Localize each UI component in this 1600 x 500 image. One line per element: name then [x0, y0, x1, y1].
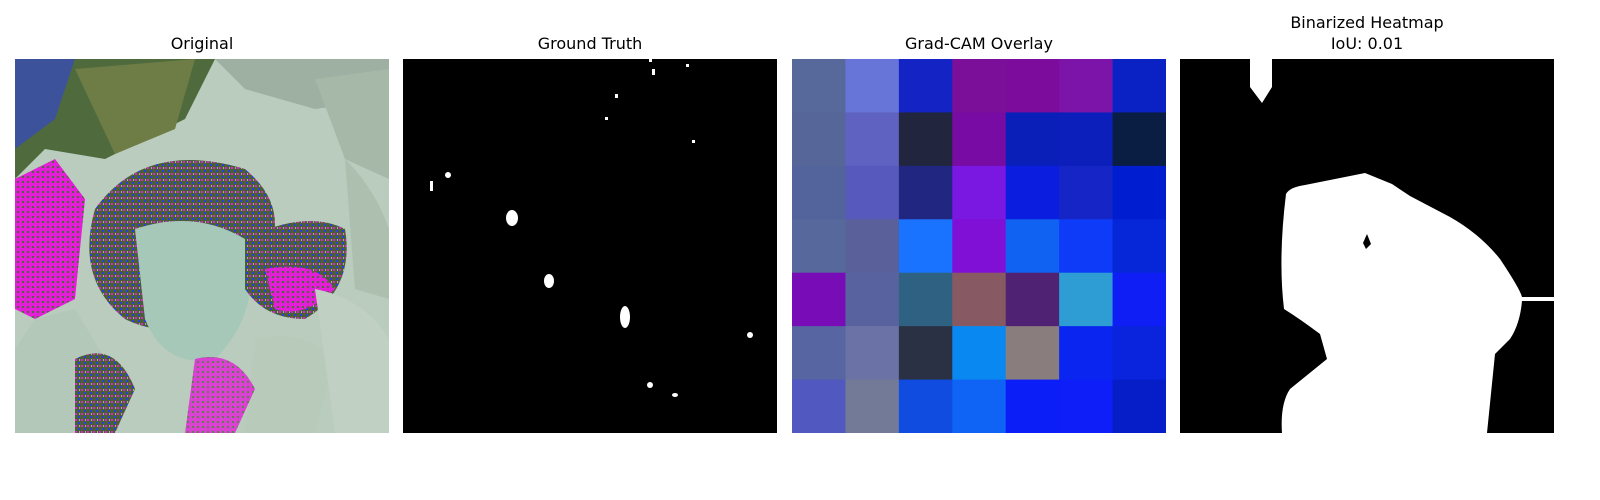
gradcam-cell — [1059, 112, 1114, 167]
gradcam-cell — [792, 165, 846, 220]
gradcam-cell — [952, 326, 1007, 381]
gradcam-cell — [1112, 272, 1166, 327]
gradcam-cell — [1005, 59, 1060, 113]
gradcam-cell — [792, 272, 846, 327]
gradcam-cell — [845, 219, 900, 274]
gradcam-cell — [1112, 326, 1166, 381]
gradcam-cell — [845, 379, 900, 433]
gradcam-cell — [952, 272, 1007, 327]
gradcam-cell — [845, 59, 900, 113]
gradcam-cell — [952, 112, 1007, 167]
gradcam-cell — [1005, 165, 1060, 220]
gradcam-cell — [1059, 379, 1114, 433]
gradcam-cell — [1112, 219, 1166, 274]
iou-subtitle: IoU: 0.01 — [1330, 34, 1404, 53]
gradcam-cell — [1112, 59, 1166, 113]
gradcam-overlay-title: Grad-CAM Overlay — [905, 34, 1053, 53]
gradcam-cell — [1059, 219, 1114, 274]
gradcam-cell — [792, 59, 846, 113]
gradcam-cell — [898, 326, 953, 381]
ground-truth-title: Ground Truth — [537, 34, 643, 53]
original-image — [15, 59, 389, 433]
gradcam-cell — [1059, 326, 1114, 381]
gradcam-cell — [1005, 112, 1060, 167]
binarized-heatmap-title: Binarized Heatmap — [1290, 13, 1444, 32]
gradcam-cell — [845, 112, 900, 167]
gradcam-cell — [792, 219, 846, 274]
gradcam-cell — [845, 272, 900, 327]
gradcam-cell — [1059, 272, 1114, 327]
gradcam-cell — [952, 165, 1007, 220]
gradcam-cell — [792, 326, 846, 381]
binarized-heatmap — [1180, 59, 1554, 433]
gradcam-cell — [898, 165, 953, 220]
gradcam-cell — [1005, 379, 1060, 433]
gradcam-cell — [1005, 219, 1060, 274]
gradcam-cell — [1112, 379, 1166, 433]
gradcam-cell — [845, 165, 900, 220]
gradcam-cell — [1059, 59, 1114, 113]
gradcam-cell — [952, 379, 1007, 433]
gradcam-cell — [952, 219, 1007, 274]
gradcam-cell — [898, 59, 953, 113]
gradcam-overlay — [792, 59, 1166, 433]
gradcam-cell — [1059, 165, 1114, 220]
gradcam-cell — [792, 112, 846, 167]
ground-truth-mask — [403, 59, 777, 433]
gradcam-cell — [898, 272, 953, 327]
gradcam-cell — [1112, 112, 1166, 167]
gradcam-cell — [952, 59, 1007, 113]
original-title: Original — [170, 34, 234, 53]
gradcam-cell — [898, 219, 953, 274]
gradcam-cell — [1005, 326, 1060, 381]
gradcam-cell — [792, 379, 846, 433]
gradcam-cell — [1005, 272, 1060, 327]
gradcam-cell — [898, 379, 953, 433]
gradcam-cell — [1112, 165, 1166, 220]
gradcam-cell — [845, 326, 900, 381]
gradcam-cell — [898, 112, 953, 167]
